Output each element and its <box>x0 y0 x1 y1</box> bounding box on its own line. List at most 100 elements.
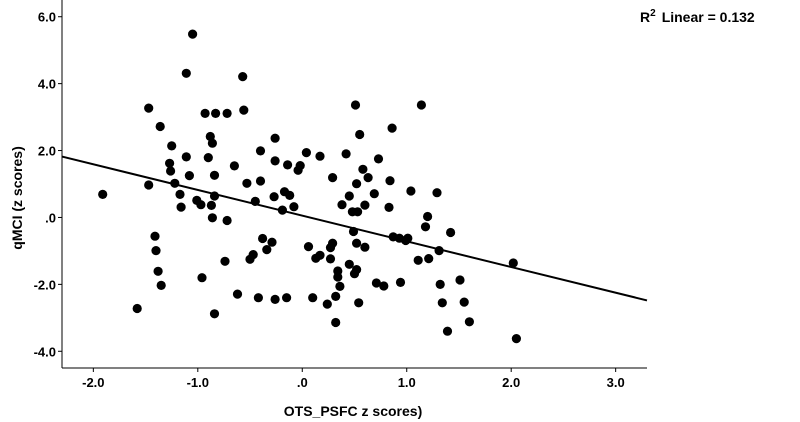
y-tick-label: -4.0 <box>34 344 56 359</box>
data-point <box>258 233 268 244</box>
data-point <box>348 226 359 237</box>
data-point <box>222 215 232 226</box>
r2-annotation: R2 Linear = 0.132 <box>640 8 755 25</box>
y-tick-label: -2.0 <box>34 277 56 292</box>
data-point <box>353 207 363 217</box>
data-point <box>325 254 336 264</box>
data-point <box>416 100 426 110</box>
data-point <box>352 238 362 248</box>
data-point <box>239 105 249 115</box>
data-point <box>432 188 442 198</box>
data-point <box>144 180 154 190</box>
r2-superscript: 2 <box>650 8 656 19</box>
data-point <box>455 275 465 285</box>
data-point <box>184 171 194 181</box>
data-point <box>508 258 518 268</box>
x-tick-label: .0 <box>297 375 308 390</box>
data-point <box>303 242 314 252</box>
data-point <box>344 191 354 201</box>
data-point <box>511 334 521 344</box>
data-point <box>360 242 370 252</box>
data-point <box>363 173 373 183</box>
x-tick-label: -2.0 <box>82 375 104 390</box>
y-axis-label: qMCI (z scores) <box>9 146 25 249</box>
data-point <box>459 297 469 307</box>
data-point <box>156 280 166 290</box>
x-tick-label: -1.0 <box>187 375 209 390</box>
data-point <box>175 189 185 199</box>
data-point <box>248 250 258 260</box>
data-point <box>232 289 243 299</box>
data-point <box>98 189 108 199</box>
data-point <box>423 211 433 222</box>
y-tick-label: 4.0 <box>38 77 56 92</box>
data-point <box>446 227 456 238</box>
data-point <box>437 298 447 308</box>
data-point <box>424 254 434 264</box>
data-point <box>315 250 325 260</box>
data-point <box>203 153 213 163</box>
data-point <box>153 266 163 276</box>
data-point <box>341 149 351 159</box>
x-tick-label: 2.0 <box>502 375 520 390</box>
data-point <box>250 196 260 206</box>
data-point <box>222 108 232 118</box>
data-point <box>369 189 379 199</box>
data-point <box>360 200 370 210</box>
data-point <box>435 279 445 289</box>
data-point <box>255 146 266 156</box>
data-point <box>354 298 364 308</box>
data-point <box>355 129 365 140</box>
data-point <box>387 123 397 133</box>
data-point <box>207 138 217 148</box>
data-point <box>270 133 280 143</box>
data-point <box>379 281 389 291</box>
data-point <box>209 170 220 180</box>
data-point <box>371 278 381 288</box>
data-point <box>315 151 325 161</box>
data-point <box>335 281 345 291</box>
data-point <box>220 256 230 266</box>
data-point <box>331 317 341 328</box>
data-point <box>384 202 394 212</box>
data-point <box>196 200 206 210</box>
data-point <box>283 160 293 170</box>
r2-base: R <box>640 9 650 25</box>
data-point <box>211 108 221 118</box>
x-axis-label: OTS_PSFC z scores) <box>284 403 423 419</box>
data-point <box>420 222 431 232</box>
data-point <box>144 103 154 113</box>
data-point <box>442 326 453 336</box>
data-point <box>151 246 161 256</box>
data-point <box>406 186 416 196</box>
data-point <box>267 237 277 247</box>
data-point <box>434 246 444 256</box>
data-point <box>150 231 160 241</box>
data-point <box>285 190 295 200</box>
data-point <box>181 68 191 78</box>
data-point <box>373 154 384 164</box>
data-point <box>207 213 217 223</box>
data-point <box>165 158 175 168</box>
y-tick-label: .0 <box>45 210 56 225</box>
data-point <box>181 152 191 162</box>
data-point <box>337 200 347 210</box>
data-point <box>255 176 266 186</box>
data-point <box>197 273 207 283</box>
data-point <box>132 303 142 314</box>
data-point <box>328 173 338 183</box>
data-point <box>277 205 287 215</box>
data-point <box>188 29 198 39</box>
data-point <box>209 191 220 201</box>
data-point <box>344 259 354 269</box>
data-point <box>322 299 332 309</box>
y-tick-label: 2.0 <box>38 144 56 159</box>
data-point <box>206 200 216 210</box>
data-point <box>333 266 343 276</box>
data-point <box>352 265 362 275</box>
data-point <box>331 291 341 301</box>
data-point <box>242 178 252 188</box>
data-point <box>308 293 318 303</box>
data-point <box>464 317 474 327</box>
